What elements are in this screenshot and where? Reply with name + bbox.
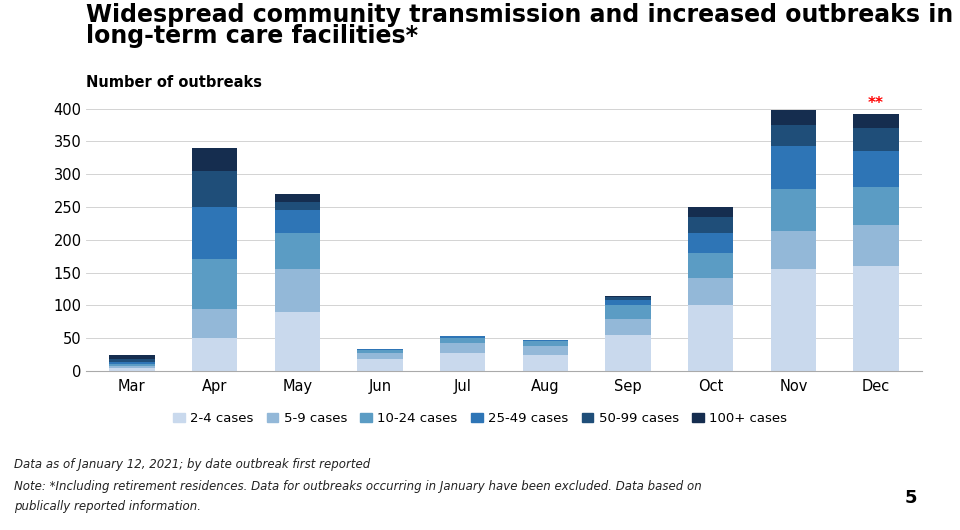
- Bar: [522, 340, 568, 341]
- Bar: [688, 217, 733, 233]
- Text: Number of outbreaks: Number of outbreaks: [86, 75, 262, 90]
- Bar: [688, 233, 733, 253]
- Bar: [275, 269, 320, 312]
- Bar: [688, 207, 733, 217]
- Bar: [109, 363, 155, 364]
- Bar: [192, 308, 237, 338]
- Text: Note: *Including retirement residences. Data for outbreaks occurring in January : Note: *Including retirement residences. …: [14, 480, 702, 493]
- Bar: [771, 125, 816, 146]
- Bar: [192, 207, 237, 260]
- Bar: [853, 225, 899, 266]
- Bar: [192, 338, 237, 371]
- Text: Widespread community transmission and increased outbreaks in: Widespread community transmission and in…: [86, 3, 953, 26]
- Bar: [853, 266, 899, 371]
- Bar: [771, 146, 816, 189]
- Bar: [606, 300, 651, 305]
- Bar: [853, 187, 899, 225]
- Bar: [522, 346, 568, 355]
- Bar: [440, 343, 486, 352]
- Bar: [522, 341, 568, 346]
- Bar: [688, 253, 733, 278]
- Bar: [357, 354, 402, 359]
- Bar: [606, 305, 651, 319]
- Text: publically reported information.: publically reported information.: [14, 500, 205, 513]
- Bar: [606, 296, 651, 297]
- Text: **: **: [868, 96, 884, 111]
- Bar: [275, 210, 320, 233]
- Bar: [357, 349, 402, 350]
- Bar: [440, 338, 486, 343]
- Bar: [109, 355, 155, 359]
- Bar: [688, 305, 733, 371]
- Bar: [192, 148, 237, 171]
- Bar: [606, 335, 651, 371]
- Bar: [275, 202, 320, 210]
- Bar: [275, 194, 320, 202]
- Bar: [192, 260, 237, 308]
- Bar: [275, 312, 320, 371]
- Bar: [357, 359, 402, 371]
- Bar: [192, 171, 237, 207]
- Text: 5: 5: [904, 489, 917, 507]
- Bar: [771, 110, 816, 125]
- Bar: [109, 359, 155, 363]
- Bar: [688, 278, 733, 305]
- Bar: [853, 128, 899, 151]
- Bar: [440, 352, 486, 371]
- Bar: [606, 297, 651, 300]
- Bar: [109, 366, 155, 368]
- Bar: [275, 233, 320, 269]
- Bar: [440, 336, 486, 338]
- Text: Data as of January 12, 2021; by date outbreak first reported: Data as of January 12, 2021; by date out…: [14, 458, 371, 472]
- Text: long-term care facilities*: long-term care facilities*: [86, 24, 419, 48]
- Bar: [522, 355, 568, 371]
- Bar: [109, 364, 155, 366]
- Bar: [771, 189, 816, 231]
- Bar: [606, 319, 651, 335]
- Bar: [357, 350, 402, 354]
- Bar: [109, 368, 155, 371]
- Bar: [771, 231, 816, 269]
- Bar: [771, 269, 816, 371]
- Bar: [853, 151, 899, 187]
- Bar: [853, 114, 899, 128]
- Legend: 2-4 cases, 5-9 cases, 10-24 cases, 25-49 cases, 50-99 cases, 100+ cases: 2-4 cases, 5-9 cases, 10-24 cases, 25-49…: [168, 407, 792, 430]
